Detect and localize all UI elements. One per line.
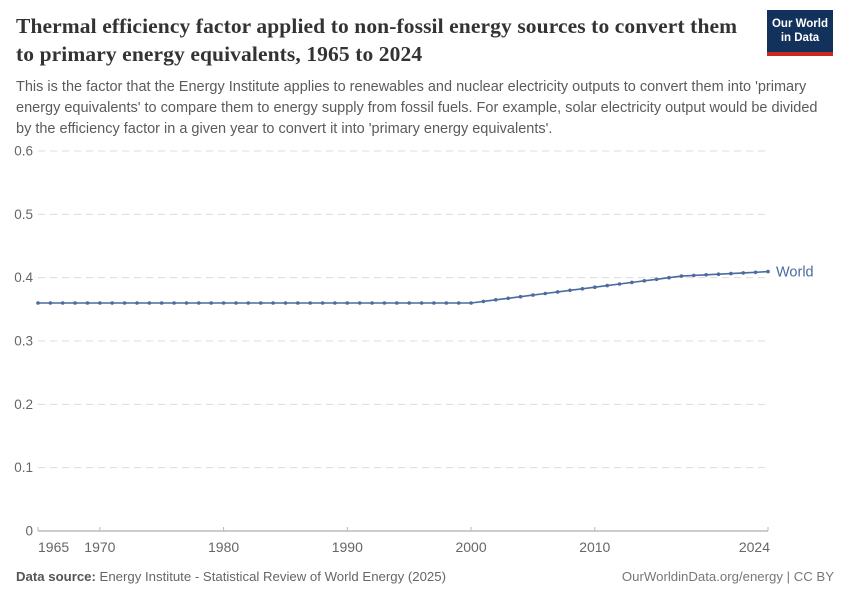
x-tick-label-2010: 2010 <box>579 539 610 555</box>
data-point-2003[interactable] <box>506 296 511 301</box>
x-tick-label-1980: 1980 <box>208 539 239 555</box>
data-point-1982[interactable] <box>246 301 251 305</box>
data-point-1989[interactable] <box>333 301 337 305</box>
data-point-2004[interactable] <box>518 294 523 299</box>
data-point-2000[interactable] <box>469 301 473 305</box>
x-tick-label-1970: 1970 <box>84 539 115 555</box>
data-point-2006[interactable] <box>543 291 548 296</box>
data-point-1983[interactable] <box>258 301 263 305</box>
data-point-2013[interactable] <box>630 280 634 285</box>
data-point-2009[interactable] <box>580 287 585 291</box>
x-tick-label-1965: 1965 <box>38 539 69 555</box>
data-point-1988[interactable] <box>320 301 325 305</box>
data-point-1998[interactable] <box>444 301 449 305</box>
owid-logo-line1: Our World <box>771 18 828 30</box>
y-tick-label-0.4: 0.4 <box>14 270 33 285</box>
data-point-2015[interactable] <box>654 277 659 282</box>
x-tick-label-2024: 2024 <box>739 539 770 555</box>
chart-footer: Data source: Energy Institute - Statisti… <box>16 569 834 584</box>
data-point-1969[interactable] <box>85 301 90 305</box>
x-tick-label-2000: 2000 <box>455 539 486 555</box>
data-point-1968[interactable] <box>73 301 77 305</box>
data-point-1991[interactable] <box>357 301 362 305</box>
page-title: Thermal efficiency factor applied to non… <box>16 14 738 66</box>
data-point-2010[interactable] <box>593 285 597 290</box>
y-tick-label-0.6: 0.6 <box>14 144 33 159</box>
data-point-2017[interactable] <box>679 274 684 278</box>
data-point-2002[interactable] <box>494 298 498 302</box>
data-point-1987[interactable] <box>308 301 313 305</box>
data-point-1993[interactable] <box>382 301 387 305</box>
owid-logo[interactable]: Our World in Data <box>767 10 833 56</box>
data-point-1986[interactable] <box>296 301 300 305</box>
data-source-text: Energy Institute - Statistical Review of… <box>95 569 446 584</box>
data-point-2007[interactable] <box>555 290 560 294</box>
data-point-2011[interactable] <box>605 283 609 288</box>
data-point-1999[interactable] <box>456 301 461 305</box>
chart-subtitle: This is the factor that the Energy Insti… <box>16 79 818 137</box>
data-point-1994[interactable] <box>395 301 399 305</box>
data-point-1996[interactable] <box>419 301 424 305</box>
data-point-2012[interactable] <box>617 282 622 286</box>
y-tick-label-0: 0 <box>25 524 33 539</box>
data-source-label: Data source: <box>16 569 96 584</box>
data-point-1976[interactable] <box>172 301 176 305</box>
data-point-2005[interactable] <box>531 293 535 297</box>
data-point-1972[interactable] <box>122 301 127 305</box>
y-tick-label-0.1: 0.1 <box>14 460 33 475</box>
data-point-1967[interactable] <box>60 301 65 305</box>
y-tick-label-0.2: 0.2 <box>14 397 33 412</box>
data-point-1990[interactable] <box>345 301 350 305</box>
data-point-1980[interactable] <box>221 301 226 305</box>
data-point-2022[interactable] <box>741 271 746 275</box>
data-point-1981[interactable] <box>234 301 238 305</box>
data-point-2023[interactable] <box>753 270 758 275</box>
x-tick-label-1990: 1990 <box>332 539 363 555</box>
data-point-1984[interactable] <box>271 301 275 305</box>
series-label-world[interactable]: World <box>776 264 814 280</box>
data-point-1979[interactable] <box>209 301 213 305</box>
data-point-2024[interactable] <box>766 269 770 274</box>
data-point-1997[interactable] <box>432 301 436 305</box>
data-point-2001[interactable] <box>481 299 486 304</box>
data-point-1966[interactable] <box>48 301 53 305</box>
data-point-1995[interactable] <box>407 301 412 305</box>
data-point-1965[interactable] <box>36 301 40 305</box>
data-point-1978[interactable] <box>197 301 201 305</box>
data-point-2014[interactable] <box>642 279 647 283</box>
data-point-1973[interactable] <box>135 301 139 305</box>
data-point-1977[interactable] <box>184 301 189 305</box>
data-point-1971[interactable] <box>110 301 114 305</box>
data-point-2019[interactable] <box>704 273 708 277</box>
data-point-2021[interactable] <box>729 271 733 276</box>
data-point-2008[interactable] <box>568 288 572 293</box>
data-point-1985[interactable] <box>283 301 288 305</box>
owid-logo-line2: in Data <box>780 32 820 45</box>
data-point-2018[interactable] <box>692 273 696 278</box>
data-point-1974[interactable] <box>147 301 152 305</box>
data-source-note: Data source: Energy Institute - Statisti… <box>16 569 446 584</box>
data-point-2020[interactable] <box>716 272 721 277</box>
world-series-line[interactable] <box>37 270 769 304</box>
data-point-1992[interactable] <box>370 301 374 305</box>
y-tick-label-0.3: 0.3 <box>14 334 33 349</box>
data-point-1975[interactable] <box>159 301 164 305</box>
owid-attribution-link[interactable]: OurWorldinData.org/energy | CC BY <box>621 569 834 584</box>
chart-header: Thermal efficiency factor applied to non… <box>16 13 834 140</box>
y-tick-label-0.5: 0.5 <box>14 207 33 222</box>
data-point-1970[interactable] <box>98 301 102 305</box>
data-point-2016[interactable] <box>667 275 671 280</box>
